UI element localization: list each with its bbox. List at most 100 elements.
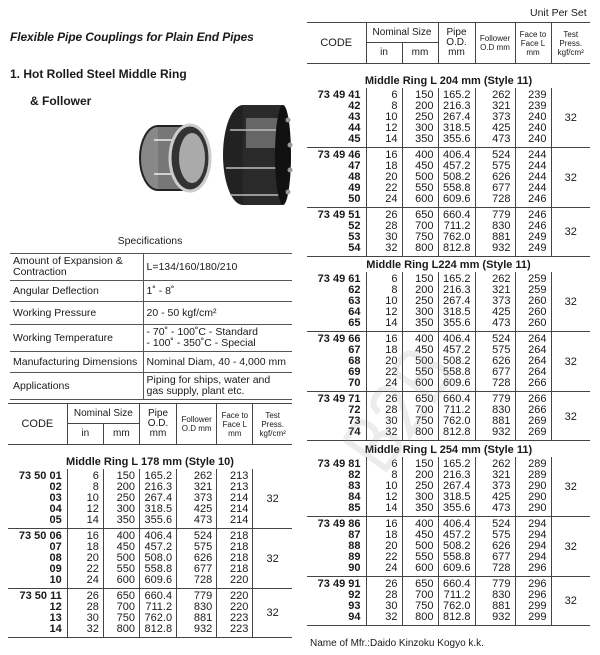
cell-nominal-in: 16	[366, 331, 403, 345]
cell-nominal-mm: 600	[402, 193, 439, 208]
cell-face-to-face: 264	[515, 367, 552, 378]
cell-nominal-in: 32	[366, 242, 403, 257]
table-row: 03 10 250 267.4 373 214	[8, 492, 292, 504]
cell-nominal-in: 30	[366, 231, 403, 243]
cell-face-to-face: 260	[515, 318, 552, 332]
cell-face-to-face: 220	[216, 601, 254, 613]
cell-follower-od: 830	[176, 601, 218, 613]
spec-label: Working Temperature	[10, 324, 144, 352]
col-nominal-size: Nominal Size	[366, 22, 439, 43]
cell-pipe-od: 762.0	[438, 600, 476, 612]
cell-pipe-od: 508.2	[438, 171, 476, 183]
table-row: 47 18 450 457.2 575 244	[307, 160, 590, 172]
cell-face-to-face: 249	[515, 231, 552, 243]
cell-test-press: 32	[551, 331, 590, 392]
cell-code: 70	[307, 378, 367, 392]
col-code: CODE	[8, 403, 68, 445]
cell-follower-od: 262	[176, 468, 218, 482]
cell-nominal-in: 32	[366, 611, 403, 626]
cell-code: 04	[8, 503, 68, 515]
cell-nominal-mm: 800	[402, 611, 439, 626]
cell-code: 82	[307, 469, 367, 481]
cell-face-to-face: 294	[515, 551, 552, 563]
cell-nominal-mm: 550	[402, 551, 439, 563]
spec-row: Working Temperature - 70˚ - 100˚C - Stand…	[10, 324, 292, 352]
table-row: 45 14 350 355.6 473 240	[307, 133, 590, 148]
cell-nominal-in: 30	[67, 612, 104, 624]
cell-pipe-od: 660.4	[139, 588, 178, 602]
cell-face-to-face: 239	[515, 87, 552, 101]
cell-pipe-od: 165.2	[139, 468, 178, 482]
cell-face-to-face: 266	[515, 391, 552, 405]
cell-follower-od: 524	[475, 147, 516, 161]
spec-value: 1˚ - 8˚	[143, 280, 292, 302]
cell-code: 69	[307, 367, 367, 378]
cell-nominal-in: 24	[366, 562, 403, 577]
cell-nominal-in: 16	[366, 516, 403, 530]
cell-code: 05	[8, 514, 68, 529]
cell-pipe-od: 812.8	[139, 623, 178, 638]
cell-nominal-mm: 200	[402, 469, 439, 481]
cell-nominal-mm: 500	[103, 552, 140, 564]
table-row: 85 14 350 355.6 473 290	[307, 502, 590, 517]
cell-nominal-mm: 500	[402, 171, 439, 183]
cell-code: 88	[307, 540, 367, 552]
cell-nominal-in: 14	[366, 318, 403, 332]
cell-pipe-od: 762.0	[438, 416, 476, 427]
cell-nominal-in: 8	[366, 469, 403, 481]
table-row: 83 10 250 267.4 373 290	[307, 480, 590, 492]
cell-code: 74	[307, 427, 367, 441]
cell-code: 48	[307, 171, 367, 183]
col-face-to-face: Face to Face L mm	[515, 22, 552, 64]
cell-face-to-face: 240	[515, 133, 552, 148]
cell-test-press: 32	[252, 528, 292, 589]
table-row: 90 24 600 609.6 728 296	[307, 562, 590, 577]
table-row: 65 14 350 355.6 473 260	[307, 318, 590, 332]
cell-face-to-face: 290	[515, 502, 552, 517]
cell-pipe-od: 812.8	[438, 427, 476, 441]
cell-follower-od: 830	[475, 405, 516, 416]
table-row: 70 24 600 609.6 728 266	[307, 378, 590, 392]
cell-nominal-mm: 200	[402, 100, 439, 112]
cell-face-to-face: 249	[515, 242, 552, 257]
cell-follower-od: 932	[475, 611, 516, 626]
cell-face-to-face: 296	[515, 589, 552, 601]
cell-follower-od: 473	[475, 133, 516, 148]
cell-nominal-in: 28	[366, 589, 403, 601]
cell-pipe-od: 406.4	[139, 528, 178, 542]
cell-follower-od: 626	[475, 540, 516, 552]
cell-pipe-od: 762.0	[139, 612, 178, 624]
cell-code: 14	[8, 623, 68, 638]
cell-code: 90	[307, 562, 367, 577]
cell-pipe-od: 711.2	[438, 405, 476, 416]
cell-test-press: 32	[551, 207, 590, 257]
cell-code: 47	[307, 160, 367, 172]
cell-nominal-mm: 150	[402, 87, 439, 101]
table-row: 08 20 500 508.0 626 218	[8, 552, 292, 564]
table-row: 67 18 450 457.2 575 264	[307, 345, 590, 356]
cell-test-press: 32	[551, 272, 590, 332]
cell-follower-od: 425	[475, 307, 516, 318]
cell-code: 73 49 81	[307, 456, 367, 470]
cell-face-to-face: 259	[515, 272, 552, 285]
table-row: 73 49 41 6 150 165.2 262 239 32	[307, 87, 590, 148]
cell-follower-od: 728	[176, 574, 218, 589]
cell-face-to-face: 299	[515, 600, 552, 612]
cell-nominal-mm: 300	[402, 491, 439, 503]
table-row: 73 49 81 6 150 165.2 262 289 32	[307, 456, 590, 517]
cell-pipe-od: 355.6	[139, 514, 178, 529]
section-title-row: Middle Ring L 178 mm (Style 10)	[8, 445, 292, 469]
cell-code: 42	[307, 100, 367, 112]
specifications-caption: Specifications	[117, 235, 183, 247]
table-row: 05 14 350 355.6 473 214	[8, 514, 292, 529]
section-title-row: Middle Ring L224 mm (Style 11)	[307, 256, 590, 272]
cell-nominal-in: 8	[366, 285, 403, 296]
cell-code: 73 50 06	[8, 528, 68, 542]
cell-pipe-od: 558.8	[438, 551, 476, 563]
cell-follower-od: 373	[475, 111, 516, 123]
col-test-press: Test Press. kgf/cm²	[252, 403, 292, 445]
cell-follower-od: 524	[475, 516, 516, 530]
table-row: 73 50 01 6 150 165.2 262 213 32	[8, 468, 292, 529]
cell-code: 85	[307, 502, 367, 517]
cell-test-press: 32	[551, 147, 590, 208]
